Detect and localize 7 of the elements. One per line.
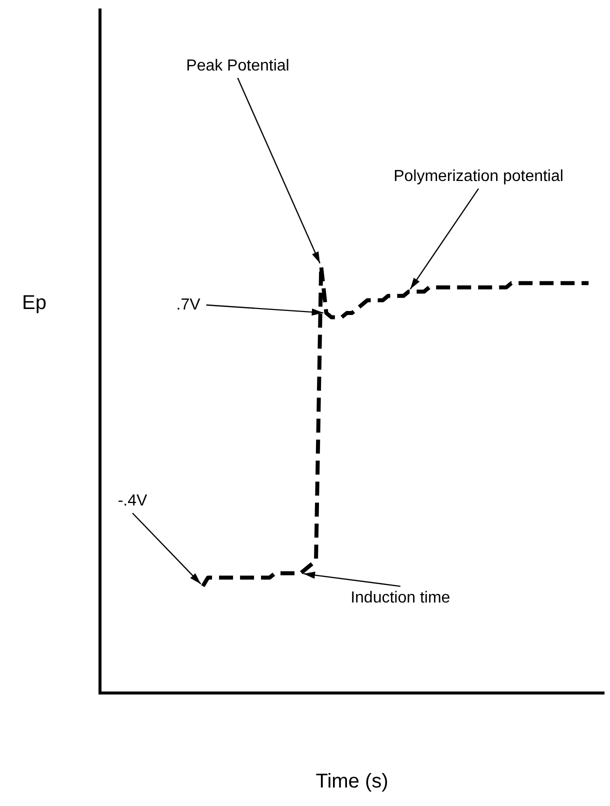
annotation: Induction time (350, 590, 450, 607)
text: Polymerization potential (394, 168, 564, 186)
annotation: -.4V (118, 492, 148, 510)
annotation: .7V (176, 296, 201, 314)
y-axis-title: Ep (22, 292, 46, 314)
x-axis-title: Time (s) (316, 770, 388, 793)
text: Peak Potential (186, 57, 290, 74)
